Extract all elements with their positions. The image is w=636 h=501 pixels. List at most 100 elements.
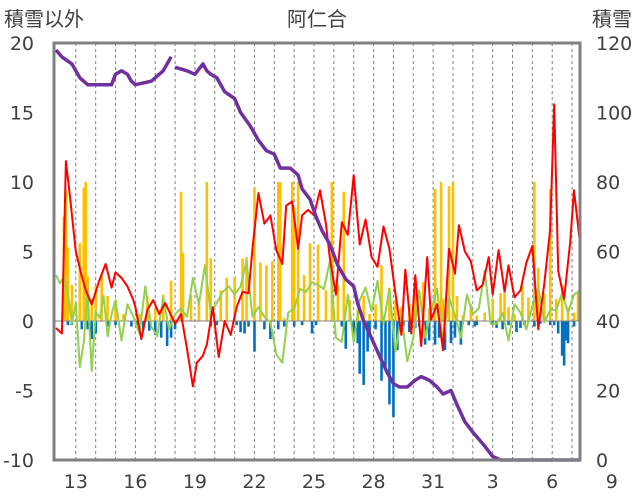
temp-change-bar <box>356 321 359 344</box>
temp-change-bar <box>501 321 504 330</box>
temp-max-line <box>55 103 581 388</box>
precip-bar <box>548 188 552 321</box>
precip-bar <box>427 308 431 321</box>
right-axis-label: 積雪 <box>592 7 632 31</box>
precip-bar <box>374 304 377 321</box>
precip-bar <box>483 312 487 321</box>
left-tick-label: 20 <box>10 33 34 55</box>
left-axis-label: 積雪以外 <box>4 7 84 31</box>
temp-change-bar <box>427 321 431 341</box>
precip-bar <box>537 268 540 321</box>
precip-bar <box>122 314 125 321</box>
precip-bar <box>66 247 70 321</box>
temp-change-bar <box>368 321 371 334</box>
left-tick-label: -10 <box>3 450 34 472</box>
precip-bar <box>241 258 244 321</box>
right-tick-label: 120 <box>596 33 632 55</box>
precip-bar <box>400 307 403 321</box>
temp-change-bar <box>159 321 163 338</box>
precip-bar <box>181 252 185 321</box>
temp-change-bar <box>253 321 256 352</box>
precip-bar <box>499 293 502 321</box>
temp-change-bar <box>572 321 576 327</box>
chart-title: 阿仁合 <box>287 7 347 31</box>
precip-bar <box>336 284 340 321</box>
precip-bar <box>94 286 97 321</box>
temp-change-bar <box>453 321 457 338</box>
precip-bar <box>439 182 443 321</box>
right-tick-label: 20 <box>596 381 620 403</box>
precip-bar <box>368 314 371 321</box>
precip-bar <box>513 314 516 321</box>
temp-change-bar <box>173 321 177 330</box>
precip-bar <box>70 284 74 321</box>
temp-change-bar <box>292 321 296 327</box>
temp-change-bar <box>562 321 566 366</box>
temp-change-bar <box>269 321 272 340</box>
precip-bar <box>197 298 201 321</box>
precip-bar <box>78 243 82 321</box>
temp-change-bar <box>473 321 477 327</box>
temp-change-bar <box>276 321 280 330</box>
temp-change-bar <box>247 321 250 327</box>
temp-change-bar <box>86 321 90 330</box>
temp-change-bar <box>566 321 570 344</box>
precip-bar <box>114 301 117 321</box>
snow-depth-line <box>54 48 580 462</box>
precip-bar <box>521 286 524 321</box>
temp-change-bar <box>556 321 560 334</box>
precip-bar <box>433 188 437 321</box>
precip-bar <box>503 293 506 321</box>
precip-bar <box>278 182 282 321</box>
x-tick-label: 9 <box>606 471 618 493</box>
x-tick-label: 19 <box>183 471 207 493</box>
temp-change-bar <box>358 321 361 374</box>
temp-change-bar <box>114 321 117 326</box>
precip-bar <box>491 298 494 321</box>
temp-change-bar <box>235 321 238 326</box>
precip-bar <box>342 191 346 321</box>
precip-bar <box>324 290 328 321</box>
temp-change-bar <box>165 321 169 347</box>
temp-change-bar <box>130 321 133 327</box>
temp-change-bar <box>437 321 441 338</box>
precip-bar <box>106 295 109 321</box>
precip-bar <box>316 244 320 321</box>
temp-change-bar <box>314 321 318 326</box>
precip-bar <box>542 293 546 321</box>
precip-bar <box>308 243 312 321</box>
temp-change-bar <box>66 321 70 326</box>
precip-bar <box>276 182 280 321</box>
x-tick-label: 13 <box>64 471 88 493</box>
temp-change-bar <box>366 321 369 352</box>
temp-change-bar <box>560 321 564 356</box>
temp-change-bar <box>392 321 395 417</box>
temp-change-bar <box>310 321 314 334</box>
precip-bar <box>169 280 173 321</box>
precip-bar <box>560 284 564 321</box>
temp-change-bar <box>539 321 542 324</box>
right-tick-label: 0 <box>596 450 608 472</box>
temp-change-bar <box>467 321 471 326</box>
temp-min-line <box>55 260 581 372</box>
temp-change-bar <box>340 321 344 327</box>
x-tick-label: 25 <box>302 471 326 493</box>
right-tick-label: 100 <box>596 103 632 125</box>
left-tick-label: -5 <box>15 381 34 403</box>
precip-bar <box>296 182 300 321</box>
temp-change-bar <box>352 321 356 335</box>
temp-change-bar <box>362 321 365 385</box>
x-tick-label: 22 <box>242 471 266 493</box>
temp-change-bar <box>388 321 391 405</box>
precip-bar <box>259 262 262 321</box>
precip-bar <box>380 265 383 321</box>
temp-change-bar <box>80 321 84 330</box>
precip-bar <box>265 265 268 321</box>
precip-bar <box>219 290 223 321</box>
temp-change-bar <box>239 321 242 333</box>
precip-bar <box>469 304 473 321</box>
temp-change-bar <box>300 321 304 326</box>
temp-change-bar <box>90 321 94 340</box>
temp-change-bar <box>519 321 522 328</box>
